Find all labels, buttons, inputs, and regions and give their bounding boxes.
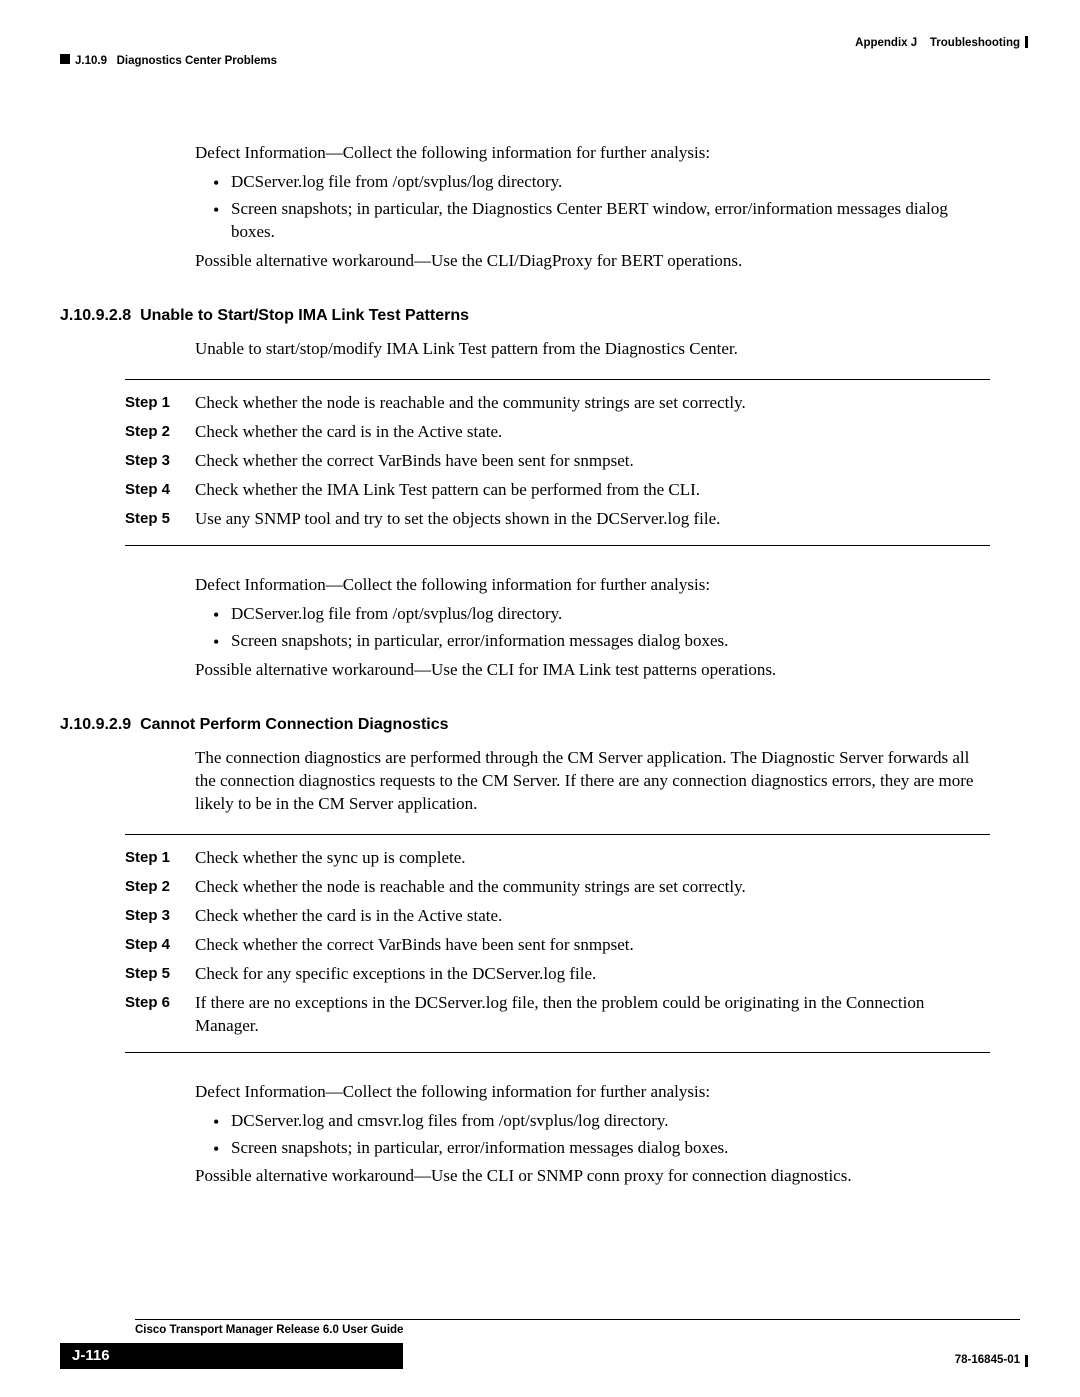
step-text: Check whether the node is reachable and … <box>195 392 990 415</box>
step-label: Step 4 <box>125 934 195 957</box>
footer-guide-title: Cisco Transport Manager Release 6.0 User… <box>135 1323 403 1339</box>
step-label: Step 5 <box>125 508 195 531</box>
heading-text: Cannot Perform Connection Diagnostics <box>140 716 448 733</box>
defect-intro: Defect Information—Collect the following… <box>195 1081 990 1104</box>
section-heading: J.10.9.2.9 Cannot Perform Connection Dia… <box>60 714 990 736</box>
step-text: Check whether the correct VarBinds have … <box>195 450 990 473</box>
step-row: Step 1Check whether the sync up is compl… <box>125 847 990 870</box>
step-text: Check whether the IMA Link Test pattern … <box>195 479 990 502</box>
bullet-item: DCServer.log file from /opt/svplus/log d… <box>213 171 990 194</box>
heading-num: J.10.9.2.9 <box>60 716 131 733</box>
step-text: Use any SNMP tool and try to set the obj… <box>195 508 990 531</box>
step-label: Step 4 <box>125 479 195 502</box>
page-header: Appendix J Troubleshooting J.10.9 Diagno… <box>60 36 1020 72</box>
section-heading: J.10.9.2.8 Unable to Start/Stop IMA Link… <box>60 305 990 327</box>
step-label: Step 2 <box>125 421 195 444</box>
bullet-list: DCServer.log and cmsvr.log files from /o… <box>213 1110 990 1160</box>
step-label: Step 3 <box>125 905 195 928</box>
step-label: Step 1 <box>125 847 195 870</box>
defect-intro: Defect Information—Collect the following… <box>195 142 990 165</box>
section-intro: Unable to start/stop/modify IMA Link Tes… <box>195 338 990 361</box>
header-square-icon <box>60 54 70 64</box>
step-text: Check whether the card is in the Active … <box>195 421 990 444</box>
workaround-text: Possible alternative workaround—Use the … <box>195 1165 990 1188</box>
step-label: Step 3 <box>125 450 195 473</box>
page-number-badge: J-116 <box>60 1343 403 1369</box>
bullet-item: DCServer.log file from /opt/svplus/log d… <box>213 603 990 626</box>
bullet-item: DCServer.log and cmsvr.log files from /o… <box>213 1110 990 1133</box>
step-text: If there are no exceptions in the DCServ… <box>195 992 990 1038</box>
workaround-text: Possible alternative workaround—Use the … <box>195 250 990 273</box>
step-label: Step 2 <box>125 876 195 899</box>
bullet-list: DCServer.log file from /opt/svplus/log d… <box>213 603 990 653</box>
step-row: Step 4Check whether the correct VarBinds… <box>125 934 990 957</box>
divider <box>125 545 990 546</box>
step-text: Check for any specific exceptions in the… <box>195 963 990 986</box>
section-title: Diagnostics Center Problems <box>117 55 277 67</box>
step-row: Step 2Check whether the node is reachabl… <box>125 876 990 899</box>
header-bar-icon <box>1025 36 1028 48</box>
heading-num: J.10.9.2.8 <box>60 307 131 324</box>
appendix-label: Appendix J <box>855 37 917 49</box>
footer-line <box>135 1319 1020 1320</box>
step-row: Step 3Check whether the correct VarBinds… <box>125 450 990 473</box>
header-right: Appendix J Troubleshooting <box>855 36 1020 52</box>
step-row: Step 2Check whether the card is in the A… <box>125 421 990 444</box>
bullet-list: DCServer.log file from /opt/svplus/log d… <box>213 171 990 244</box>
defect-intro: Defect Information—Collect the following… <box>195 574 990 597</box>
bullet-item: Screen snapshots; in particular, error/i… <box>213 630 990 653</box>
page-content: Defect Information—Collect the following… <box>195 142 990 1188</box>
appendix-title: Troubleshooting <box>930 37 1020 49</box>
section-intro: The connection diagnostics are performed… <box>195 747 990 816</box>
divider <box>125 379 990 380</box>
divider <box>125 834 990 835</box>
step-row: Step 5Use any SNMP tool and try to set t… <box>125 508 990 531</box>
bullet-item: Screen snapshots; in particular, error/i… <box>213 1137 990 1160</box>
divider <box>125 1052 990 1053</box>
step-label: Step 1 <box>125 392 195 415</box>
step-row: Step 1Check whether the node is reachabl… <box>125 392 990 415</box>
workaround-text: Possible alternative workaround—Use the … <box>195 659 990 682</box>
step-row: Step 6If there are no exceptions in the … <box>125 992 990 1038</box>
header-left: J.10.9 Diagnostics Center Problems <box>75 54 277 70</box>
footer-doc-code: 78-16845-01 <box>955 1353 1020 1369</box>
step-row: Step 4Check whether the IMA Link Test pa… <box>125 479 990 502</box>
heading-text: Unable to Start/Stop IMA Link Test Patte… <box>140 307 469 324</box>
step-label: Step 6 <box>125 992 195 1038</box>
bullet-item: Screen snapshots; in particular, the Dia… <box>213 198 990 244</box>
step-text: Check whether the node is reachable and … <box>195 876 990 899</box>
footer-bar-icon <box>1025 1355 1028 1367</box>
step-text: Check whether the card is in the Active … <box>195 905 990 928</box>
step-row: Step 3Check whether the card is in the A… <box>125 905 990 928</box>
step-label: Step 5 <box>125 963 195 986</box>
step-text: Check whether the sync up is complete. <box>195 847 990 870</box>
section-number: J.10.9 <box>75 55 107 67</box>
step-text: Check whether the correct VarBinds have … <box>195 934 990 957</box>
step-row: Step 5Check for any specific exceptions … <box>125 963 990 986</box>
page-footer: Cisco Transport Manager Release 6.0 User… <box>60 1319 1020 1369</box>
